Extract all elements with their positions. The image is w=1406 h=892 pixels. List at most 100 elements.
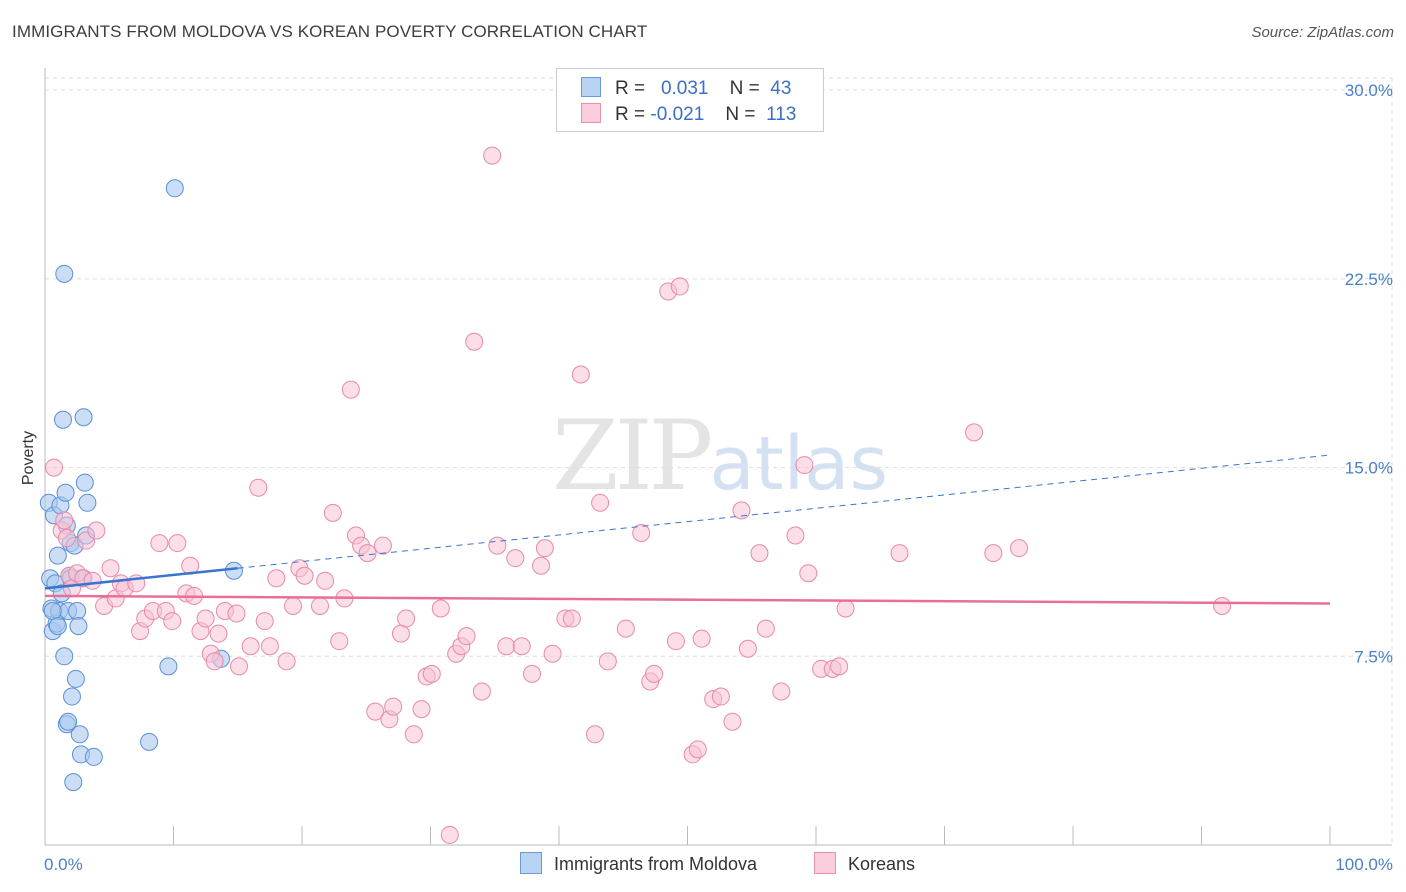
korean-point (965, 423, 984, 442)
korean-n-label: N = (725, 104, 756, 125)
korean-point (168, 534, 187, 553)
korean-point (585, 725, 604, 744)
tick-labels: 7.5% 15.0% 22.5% 30.0% 0.0% 100.0% (44, 81, 1393, 874)
moldova-point (53, 410, 72, 429)
korean-point (341, 380, 360, 399)
moldova-point (66, 669, 85, 688)
bottom-korean-label: Koreans (848, 854, 916, 874)
korean-point (632, 524, 651, 542)
korean-point (249, 478, 268, 497)
korean-point (163, 612, 182, 631)
watermark: ZIPatlas (552, 400, 888, 512)
source-label: Source: ZipAtlas.com (1251, 24, 1394, 41)
moldova-point (55, 647, 74, 666)
korean-point (227, 604, 246, 623)
x-tick-label-max: 100.0% (1335, 855, 1393, 874)
korean-point (310, 596, 329, 615)
korean-point (666, 632, 685, 651)
moldova-point (62, 687, 81, 706)
legend-row-moldova: R = 0.031 N = 43 (581, 77, 791, 101)
chart-title: IMMIGRANTS FROM MOLDOVA VS KOREAN POVERT… (12, 22, 648, 41)
korean-point (723, 712, 742, 731)
korean-point (750, 544, 769, 563)
korean-point (472, 682, 491, 701)
korean-point (598, 652, 617, 671)
korean-point (422, 664, 441, 683)
korean-point (692, 629, 711, 648)
korean-point (404, 725, 423, 744)
axes (44, 68, 1392, 846)
korean-point (543, 644, 562, 663)
korean-point (83, 571, 102, 590)
bottom-korean-swatch (814, 852, 836, 874)
korean-point (284, 596, 303, 615)
korean-point (1213, 596, 1232, 615)
korean-point (44, 458, 63, 477)
moldova-point (140, 732, 159, 751)
korean-point (431, 599, 450, 618)
korean-point (836, 599, 855, 618)
korean-point (984, 544, 1003, 563)
correlation-legend: R = 0.031 N = 43 R = -0.021 N = 113 (556, 68, 824, 132)
korean-point (512, 637, 531, 656)
korean-point (295, 566, 314, 585)
korean-point (397, 609, 416, 628)
korean-point (196, 609, 215, 628)
korean-point (799, 564, 818, 583)
korean-point (358, 544, 377, 563)
korean-point (391, 624, 410, 643)
korean-point (255, 612, 274, 631)
korean-point (670, 277, 689, 296)
korean-point (562, 609, 581, 628)
korean-point (890, 544, 909, 563)
bottom-legend-moldova: Immigrants from Moldova (520, 852, 757, 875)
korean-point (465, 332, 484, 351)
moldova-point (48, 546, 67, 565)
korean-point (497, 637, 516, 656)
korean-point (795, 456, 814, 475)
moldova-trend-line (44, 566, 238, 590)
moldova-trend-extension (237, 454, 1331, 569)
korean-points (44, 146, 1232, 844)
korean-point (523, 664, 542, 683)
korean-point (535, 539, 554, 558)
korean-point (277, 652, 296, 671)
korean-n-value: 113 (766, 104, 797, 125)
moldova-r-label: R = (615, 78, 646, 99)
korean-point (150, 534, 169, 553)
korean-point (101, 559, 120, 578)
korean-point (267, 569, 286, 588)
moldova-point (165, 179, 184, 198)
korean-point (688, 740, 707, 759)
korean-r-value: -0.021 (650, 104, 705, 125)
korean-point (738, 639, 757, 658)
korean-point (384, 697, 403, 716)
korean-point (87, 521, 106, 540)
korean-point (241, 637, 260, 656)
moldova-r-value: 0.031 (660, 78, 709, 99)
korean-point (209, 624, 228, 643)
y-axis-label: Poverty (20, 431, 37, 485)
legend-row-korean: R = -0.021 N = 113 (581, 103, 796, 127)
moldova-n-value: 43 (770, 78, 792, 99)
korean-point (756, 619, 775, 638)
korean-point (506, 549, 525, 568)
moldova-point (75, 473, 94, 492)
korean-point (316, 571, 335, 590)
korean-point (260, 637, 279, 656)
y-tick-label: 15.0% (1345, 459, 1393, 478)
korean-point (616, 619, 635, 638)
korean-swatch (581, 103, 601, 123)
moldova-point (59, 712, 78, 731)
korean-point (786, 526, 805, 545)
korean-point (412, 700, 431, 719)
moldova-point (74, 408, 93, 427)
korean-point (457, 627, 476, 646)
moldova-n-label: N = (729, 78, 760, 99)
korean-point (323, 503, 342, 522)
korean-trend-line (44, 594, 1331, 605)
moldova-point (159, 657, 178, 676)
korean-r-label: R = (615, 104, 646, 125)
moldova-point (70, 725, 89, 744)
